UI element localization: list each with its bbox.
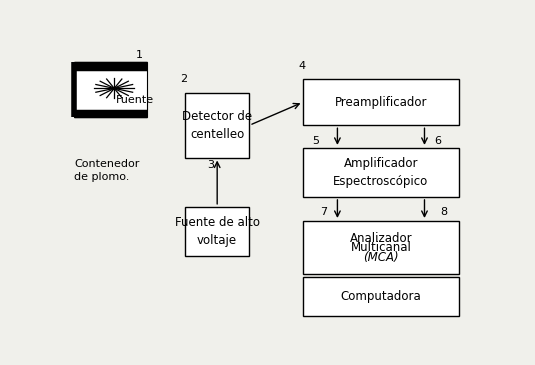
Text: (MCA): (MCA) [363,251,399,264]
Text: 3: 3 [207,160,214,170]
Text: 1: 1 [136,50,143,60]
Bar [74,62,147,117]
Text: Contenedor
de plomo.: Contenedor de plomo. [74,159,140,182]
Text: 5: 5 [312,136,319,146]
Text: Fuente: Fuente [116,95,154,105]
Text: 7: 7 [320,207,327,218]
Bar [185,93,249,158]
Text: Multicanal: Multicanal [350,241,411,254]
Text: 6: 6 [434,136,441,146]
Text: Detector de
centelleo: Detector de centelleo [182,110,252,141]
Text: Preamplificador: Preamplificador [335,96,427,109]
Text: Computadora: Computadora [341,290,422,303]
Text: 8: 8 [441,207,448,218]
Text: Analizador: Analizador [350,231,412,245]
Bar [303,221,458,274]
Text: Fuente de alto
voltaje: Fuente de alto voltaje [174,216,259,247]
Text: Amplificador
Espectroscópico: Amplificador Espectroscópico [333,157,429,188]
Bar [185,207,249,256]
Bar [303,79,458,125]
Text: 2: 2 [180,74,187,84]
Bar [303,148,458,197]
Text: 4: 4 [299,61,305,71]
Bar [303,277,458,316]
